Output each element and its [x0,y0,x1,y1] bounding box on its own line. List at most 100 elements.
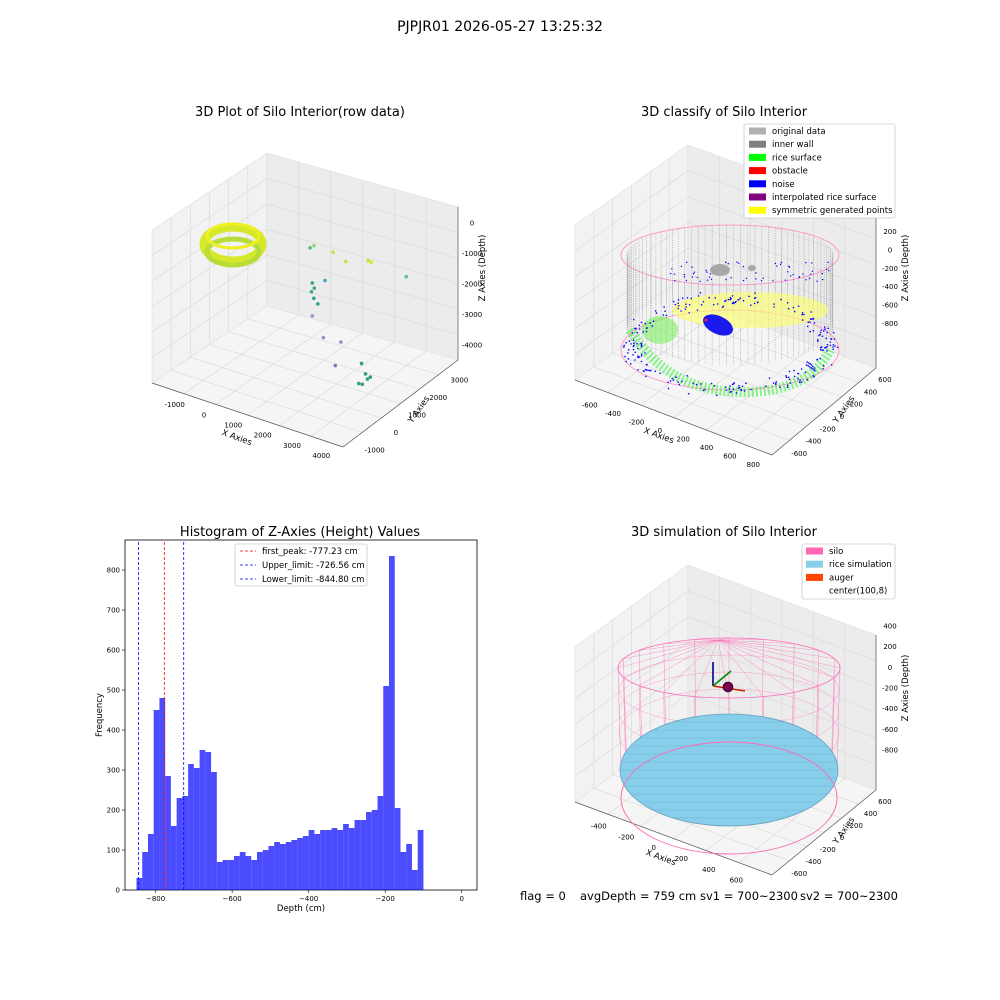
y-tick-label: 500 [107,687,120,695]
status-avg-depth: avgDepth = 759 cm [580,889,696,903]
p2-legend-label: symmetric generated points [772,206,893,216]
p2-noise-point [667,381,669,384]
p2-noise-point [671,268,673,270]
p2-noise-point [683,276,686,278]
p2-noise-point [730,277,732,279]
p2-noise-point [623,344,625,347]
p3-legend-label: first_peak: -777.23 cm [262,547,358,557]
p4-silo-roof-line [717,637,730,641]
histogram-bar [222,860,229,890]
p2-noise-point [812,365,814,368]
p2-noise-point [696,309,699,311]
p2-noise-point [821,335,824,338]
p1-outlier-point [331,250,335,254]
histogram-bar [205,752,212,890]
p2-noise-point [677,302,679,304]
p1-outlier-point [321,335,326,340]
p1-silo-ring [199,222,267,266]
p1-outlier-point [312,286,317,290]
p2-noise-point [825,337,828,340]
p2-noise-point [724,299,727,302]
panel1-outlier-points [308,243,409,387]
p2-noise-point [644,352,646,354]
p4-silo-wall-line [816,650,820,738]
p1-y-tick-label: 0 [394,429,398,437]
panel-classify-3d-plot: 3D classify of Silo Interior -600 -400 -20… [574,105,911,469]
panel-simulation-3d-plot: 3D simulation of Silo Interior -400 -200 0… [574,525,911,885]
p2-symmetric-points [672,292,828,328]
p2-x-tick-label: -400 [605,410,621,418]
p2-noise-point [728,388,731,390]
p4-silo-roof-line [694,639,719,641]
p2-noise-point [637,368,639,371]
panel3-tick-labels: −800 −600 −400 −200 0 0 100 200 300 400 500 600 700 8… [107,567,464,904]
p2-noise-point [649,369,651,372]
histogram-bar [366,812,372,890]
p2-legend-label: interpolated rice surface [772,193,877,203]
p2-noise-point [786,384,789,387]
p2-noise-point [750,304,752,306]
p2-noise-point [645,330,648,333]
p2-noise-point [801,319,804,321]
panel2-title: 3D classify of Silo Interior [641,105,808,120]
panel3-reference-lines [138,540,185,890]
p1-outlier-point [312,296,316,301]
panel3-title: Histogram of Z-Axies (Height) Values [180,525,420,540]
histogram-bar [147,834,154,890]
histogram-bar [188,764,194,890]
p2-noise-point [637,347,639,350]
figure-suptitle: PJPJR01 2026-05-27 13:25:32 [397,19,603,35]
p4-silo-roof-line [623,639,719,678]
p2-noise-point [705,269,707,272]
p2-noise-point [677,304,680,307]
p2-noise-point [665,314,668,317]
p2-noise-point [652,320,655,323]
p2-noise-point [663,306,665,308]
p2-noise-point [773,306,775,308]
p4-x-tick-label: 0 [652,844,656,852]
histogram-bar [142,852,148,890]
p2-noise-point [633,342,635,345]
p2-noise-point [804,371,807,374]
panel3-xlabel: Depth (cm) [277,904,325,914]
p4-legend-label: rice simulation [829,560,892,570]
p2-noise-point [737,387,740,389]
histogram-bar [182,796,189,890]
histogram-bar [239,852,246,890]
p2-legend-frame [743,123,896,219]
p2-noise-point [827,327,829,330]
p2-noise-point [830,338,833,341]
p2-noise-point [640,344,643,347]
p2-noise-point [709,273,712,275]
p2-noise-point [636,342,638,345]
histogram-bar [320,830,326,890]
p2-noise-point [829,341,832,343]
panel4-title: 3D simulation of Silo Interior [631,525,818,540]
p2-noise-point [772,382,775,384]
p1-z-tick-label: -3000 [462,311,482,319]
p2-silo-rim-top [620,224,840,286]
p2-noise-point [814,370,816,372]
p2-noise-point [739,297,742,299]
histogram-bar [268,846,275,890]
p2-noise-point [673,273,676,275]
p4-z-tick-label: -800 [882,747,898,755]
p2-noise-point [738,262,740,265]
p2-noise-point [754,296,757,299]
p2-noise-point [638,324,641,327]
p2-noise-point [780,298,782,301]
p2-noise-point [725,278,727,281]
p2-noise-point [748,295,750,298]
p1-y-tick-label: 3000 [450,377,468,385]
p2-noise-point [667,387,670,390]
x-tick-label: −400 [299,895,318,903]
panel3-legend: first_peak: -777.23 cm Upper_limit: -726.… [234,543,368,587]
p2-legend-label: original data [772,127,826,137]
p2-noise-point [632,348,635,351]
p2-noise-point [823,326,826,328]
p2-noise-point [797,378,799,380]
p2-noise-point [684,308,687,310]
histogram-bar [216,862,223,890]
p2-noise-point [681,380,683,383]
p2-noise-point [805,364,808,366]
